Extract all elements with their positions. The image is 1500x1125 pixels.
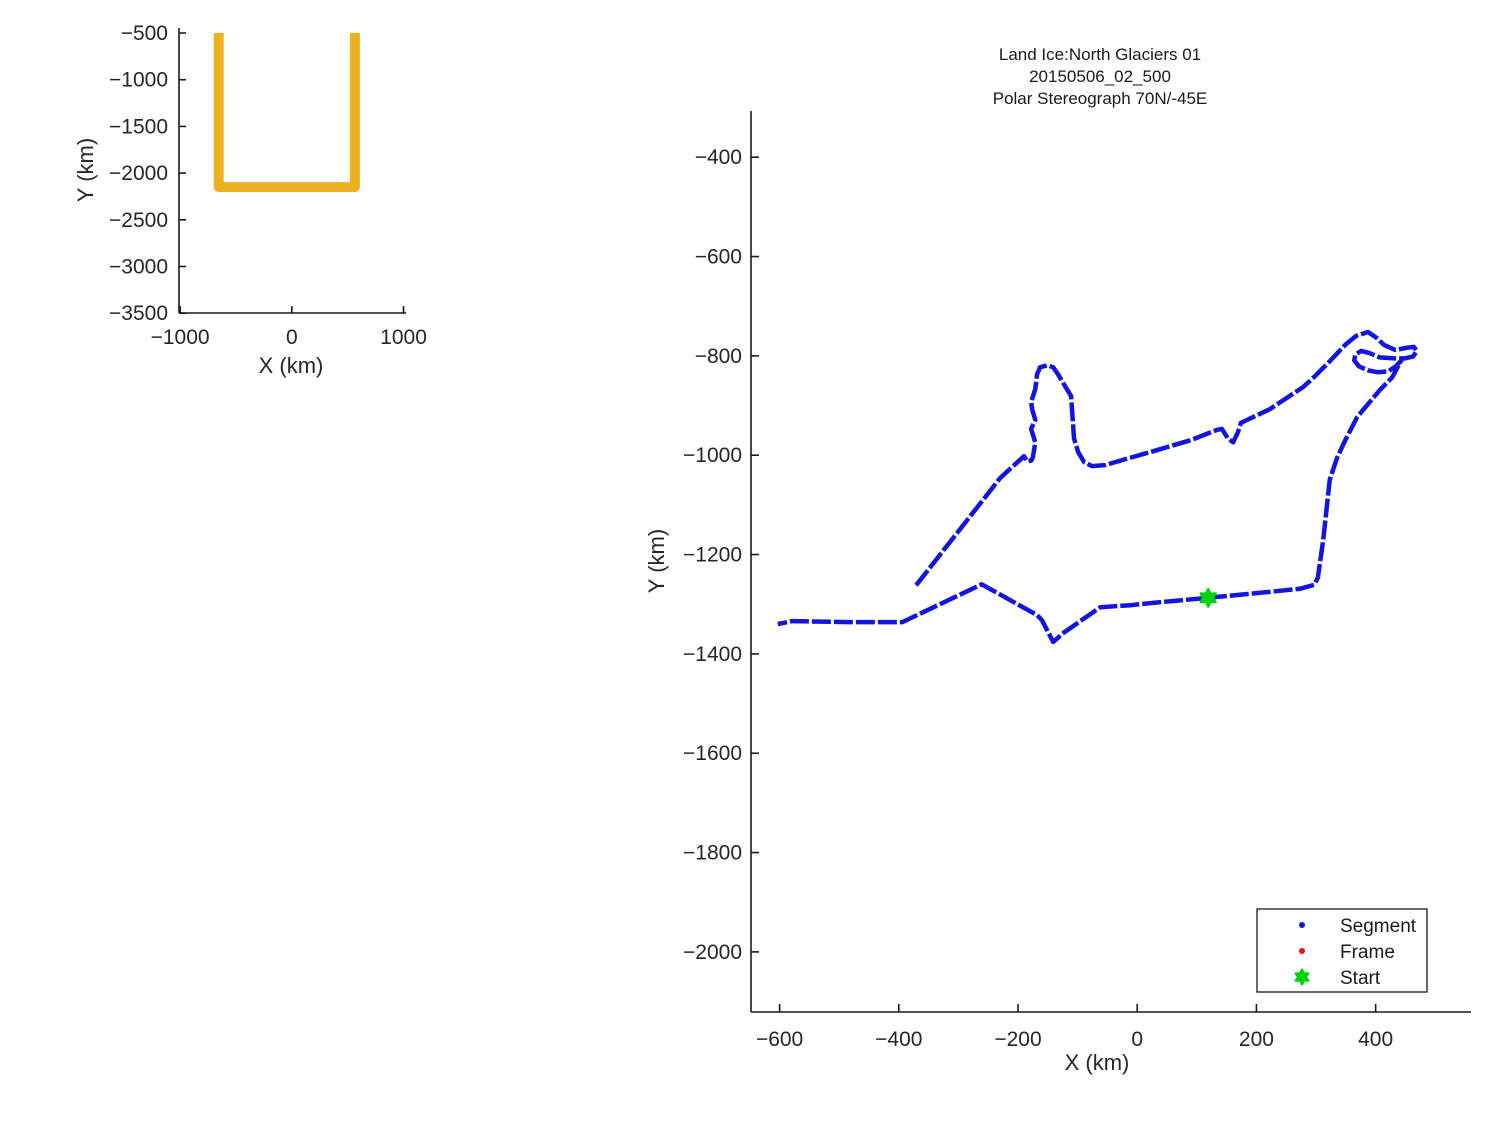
main-x-tick-label: −200 [994, 1028, 1041, 1051]
main-x-tick-label: 400 [1358, 1028, 1393, 1051]
main-y-tick-label: −1400 [683, 643, 742, 666]
legend-box [1256, 908, 1428, 993]
main-x-tick-label: −600 [756, 1028, 803, 1051]
main-y-axis-label: Y (km) [644, 528, 669, 594]
overview-y-tick-label: −2000 [109, 162, 168, 185]
main-y-tick-label: −2000 [683, 941, 742, 964]
main-y-tick-label: −800 [695, 345, 742, 368]
main-series-segment [777, 329, 1420, 645]
legend-label-segment: Segment [1340, 916, 1417, 937]
overview-chart: −1000 0 1000 −500 −1000 −1500 −2000 −2500 −3000 −… [109, 22, 427, 349]
overview-y-tick-label: −1000 [109, 69, 168, 92]
main-x-tick-label: 200 [1239, 1028, 1274, 1051]
overview-y-tick-label: −3000 [109, 255, 168, 278]
main-y-tick-label: −400 [695, 146, 742, 169]
legend-marker-frame [1299, 948, 1305, 954]
legend-label-frame: Frame [1340, 942, 1395, 963]
main-x-axis-label: X (km) [1064, 1050, 1130, 1075]
main-y-tick-label: −1200 [683, 544, 742, 567]
legend-label-start: Start [1340, 968, 1381, 989]
overview-y-tick-label: −3500 [109, 302, 168, 325]
overview-x-tick-label: −1000 [151, 326, 210, 349]
main-y-tick-label: −1000 [683, 444, 742, 467]
overview-x-tick-label: 1000 [380, 326, 427, 349]
overview-x-tick-label: 0 [286, 326, 298, 349]
overview-y-tick-label: −1500 [109, 115, 168, 138]
start-marker [1199, 587, 1217, 608]
main-y-tick-label: −1600 [683, 742, 742, 765]
main-chart: −600 −400 −200 0 200 400−400−600−800−1000−120… [683, 111, 1471, 1051]
overview-y-tick-label: −2500 [109, 209, 168, 232]
main-y-tick-label: −600 [695, 246, 742, 269]
legend-marker-segment [1299, 922, 1305, 928]
overview-y-tick-label: −500 [121, 22, 168, 45]
main-x-tick-label: 0 [1131, 1028, 1143, 1051]
main-y-tick-label: −1800 [683, 842, 742, 865]
legend-marker-start [1294, 968, 1310, 986]
main-chart-title-line2: 20150506_02_500 [1029, 67, 1171, 86]
overview-x-axis-label: X (km) [258, 353, 324, 378]
overview-y-axis-label: Y (km) [73, 137, 98, 203]
legend: Segment Frame Start [1256, 908, 1428, 993]
main-x-tick-label: −400 [875, 1028, 922, 1051]
main-chart-title-line1: Land Ice:North Glaciers 01 [998, 45, 1202, 64]
main-chart-title-line3: Polar Stereograph 70N/-45E [992, 89, 1208, 108]
overview-series-coverage-outline [213, 33, 360, 193]
